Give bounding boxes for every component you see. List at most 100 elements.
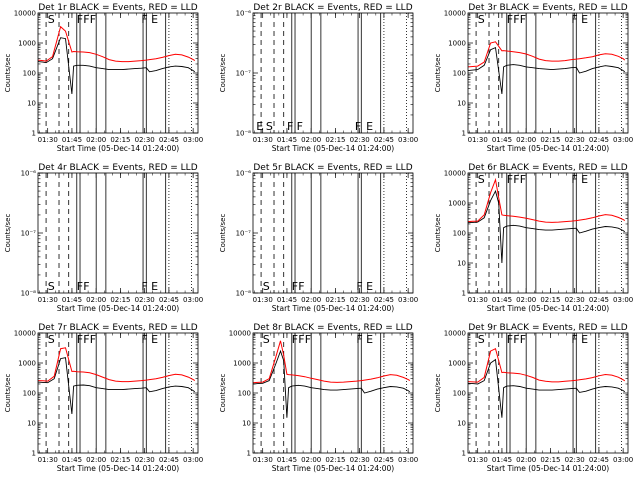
y-tick-label: 100 — [453, 70, 466, 78]
chart-panel-4: Det 4r BLACK = Events, RED = LLD Counts/s… — [4, 163, 203, 313]
flag-label: E — [151, 13, 158, 26]
flag-label: F — [287, 120, 293, 133]
plot-frame — [252, 12, 414, 134]
y-tick-label: 10000 — [444, 10, 466, 18]
x-axis-label: Start Time (05-Dec-14 01:24:00) — [57, 144, 179, 153]
y-axis-label: Counts/sec — [434, 214, 442, 253]
events-series-line — [468, 358, 626, 418]
events-series-line — [38, 37, 196, 95]
x-tick-label: 02:15 — [540, 296, 560, 304]
x-tick-label: 02:00 — [301, 136, 321, 144]
y-tick-label: 1000 — [448, 200, 466, 208]
x-tick-label: 01:30 — [38, 296, 58, 304]
events-series-line — [468, 46, 626, 95]
y-tick-label: 1 — [247, 450, 251, 458]
flag-label: F — [298, 333, 304, 346]
x-tick-label: 02:45 — [374, 136, 394, 144]
y-axis-label: Counts/sec — [219, 374, 227, 413]
flag-label: F — [507, 173, 513, 186]
flag-label: E — [256, 120, 263, 133]
x-tick-label: 03:00 — [398, 296, 418, 304]
flag-label: F — [297, 120, 303, 133]
x-tick-label: 02:45 — [159, 296, 179, 304]
flag-label: S — [478, 173, 485, 186]
flag-label: F — [77, 333, 83, 346]
flag-label: F — [520, 13, 526, 26]
x-tick-label: 03:00 — [183, 456, 203, 464]
x-tick-label: 02:30 — [350, 136, 370, 144]
x-tick-label: 03:00 — [398, 136, 418, 144]
y-tick-label: 10⁻⁶ — [236, 170, 252, 178]
x-tick-label: 02:30 — [350, 296, 370, 304]
lld-series-line — [468, 347, 626, 383]
x-tick-label: 01:45 — [277, 456, 297, 464]
flag-label: E — [151, 333, 158, 346]
chart-title: Det 5r BLACK = Events, RED = LLD — [253, 163, 412, 173]
x-tick-label: 02:15 — [325, 456, 345, 464]
y-tick-label: 1000 — [448, 360, 466, 368]
y-tick-label: 10⁻⁷ — [236, 230, 252, 238]
x-tick-label: 02:15 — [540, 456, 560, 464]
y-tick-label: 100 — [453, 230, 466, 238]
y-tick-label: 10000 — [14, 330, 36, 338]
chart-title: Det 1r BLACK = Events, RED = LLD — [38, 3, 197, 13]
plot-frame — [37, 12, 199, 134]
x-tick-label: 02:15 — [325, 296, 345, 304]
flag-label: E — [581, 173, 588, 186]
y-tick-label: 100 — [23, 70, 36, 78]
x-tick-label: 02:45 — [159, 456, 179, 464]
x-tick-label: 01:30 — [253, 296, 273, 304]
x-tick-label: 02:45 — [374, 296, 394, 304]
x-tick-label: 02:15 — [110, 456, 130, 464]
x-tick-label: 02:00 — [516, 456, 536, 464]
lld-series-line — [38, 25, 196, 63]
flag-label: F — [571, 173, 577, 186]
lld-series-line — [468, 177, 626, 223]
x-axis-label: Start Time (05-Dec-14 01:24:00) — [487, 464, 609, 473]
x-tick-label: 01:30 — [253, 136, 273, 144]
x-tick-label: 02:30 — [565, 296, 585, 304]
chart-title: Det 7r BLACK = Events, RED = LLD — [38, 323, 197, 333]
x-tick-label: 02:45 — [589, 136, 609, 144]
flag-label: S — [263, 280, 270, 293]
y-tick-label: 10⁻⁸ — [236, 290, 252, 298]
x-tick-label: 01:45 — [62, 296, 82, 304]
flag-label: F — [513, 13, 519, 26]
events-series-line — [253, 349, 411, 418]
flag-label: F — [298, 280, 304, 293]
x-tick-label: 02:30 — [135, 296, 155, 304]
flag-label: S — [266, 120, 273, 133]
x-tick-label: 03:00 — [183, 136, 203, 144]
flag-label: S — [48, 280, 55, 293]
y-axis-label: Counts/sec — [434, 54, 442, 93]
flag-label: F — [292, 333, 298, 346]
x-tick-label: 01:45 — [277, 136, 297, 144]
x-tick-label: 02:00 — [301, 296, 321, 304]
flag-label: F — [141, 333, 147, 346]
x-tick-label: 01:30 — [253, 456, 273, 464]
y-axis-label: Counts/sec — [4, 374, 12, 413]
y-tick-label: 1000 — [233, 360, 251, 368]
plot-frame — [37, 332, 199, 454]
x-tick-label: 03:00 — [183, 296, 203, 304]
x-tick-label: 03:00 — [613, 296, 633, 304]
flag-label: F — [507, 13, 513, 26]
y-tick-label: 10 — [27, 420, 36, 428]
chart-panel-9: Det 9r BLACK = Events, RED = LLD Counts/s… — [434, 323, 633, 473]
y-tick-label: 10⁻⁶ — [236, 10, 252, 18]
x-tick-label: 02:15 — [540, 136, 560, 144]
flag-label: E — [581, 13, 588, 26]
flag-label: F — [77, 280, 83, 293]
chart-panel-5: Det 5r BLACK = Events, RED = LLD Counts/s… — [219, 163, 418, 313]
chart-title: Det 4r BLACK = Events, RED = LLD — [38, 163, 197, 173]
chart-title: Det 9r BLACK = Events, RED = LLD — [468, 323, 627, 333]
x-tick-label: 02:15 — [110, 296, 130, 304]
y-tick-label: 100 — [238, 390, 251, 398]
chart-panel-3: Det 3r BLACK = Events, RED = LLD Counts/s… — [434, 3, 633, 153]
x-axis-label: Start Time (05-Dec-14 01:24:00) — [57, 304, 179, 313]
x-tick-label: 02:00 — [516, 136, 536, 144]
x-tick-label: 02:00 — [86, 136, 106, 144]
x-tick-label: 01:45 — [62, 136, 82, 144]
flag-label: F — [292, 280, 298, 293]
